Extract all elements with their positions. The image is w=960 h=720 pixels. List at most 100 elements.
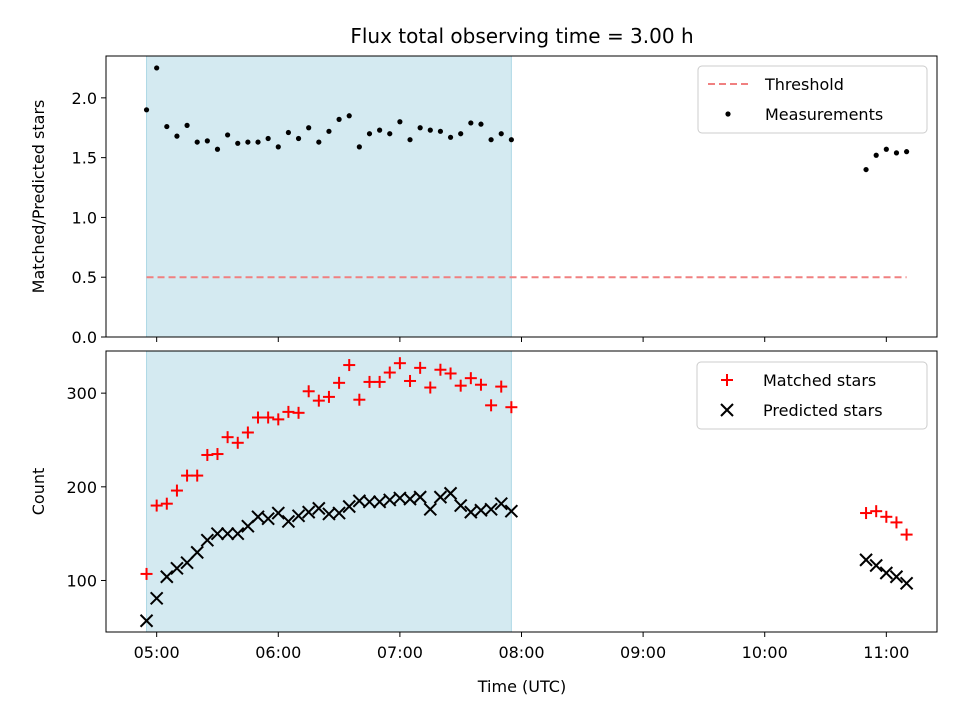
predicted-star-point xyxy=(484,502,498,517)
measurement-point xyxy=(225,132,231,138)
chart-title: Flux total observing time = 3.00 h xyxy=(350,24,693,48)
count-legend: Matched stars Predicted stars xyxy=(696,361,928,430)
predicted-star-point xyxy=(504,504,519,518)
measurement-point xyxy=(275,144,281,150)
predicted-star-point xyxy=(220,526,235,541)
measurement-point xyxy=(468,120,474,126)
predicted-star-point xyxy=(200,533,215,547)
count-x-tick-label: 05:00 xyxy=(134,643,180,662)
matched-star-point xyxy=(231,436,244,449)
matched-star-point xyxy=(241,426,254,439)
measurement-point xyxy=(346,113,352,119)
ratio-y-axis-label: Matched/Predicted stars xyxy=(29,100,48,294)
legend-threshold-label: Threshold xyxy=(764,75,844,94)
matched-star-point xyxy=(505,401,518,414)
measurement-point xyxy=(174,133,180,139)
matched-star-point xyxy=(454,379,467,392)
legend-matched-label: Matched stars xyxy=(763,371,876,390)
ratio-y-tick-label: 2.0 xyxy=(72,89,97,108)
predicted-star-point xyxy=(362,495,377,509)
x-axis-label: Time (UTC) xyxy=(477,677,566,696)
measurement-point xyxy=(214,146,221,152)
predicted-star-point xyxy=(271,506,285,520)
measurement-point xyxy=(458,131,464,137)
measurement-point xyxy=(245,139,251,145)
legend-predicted-label: Predicted stars xyxy=(763,401,883,420)
legend-matched-swatch xyxy=(721,374,733,386)
legend-measurements-swatch xyxy=(725,111,731,117)
measurement-point xyxy=(377,127,383,133)
predicted-star-point xyxy=(413,490,427,504)
measurement-point xyxy=(184,122,190,128)
predicted-star-point xyxy=(383,493,397,507)
measurement-point xyxy=(508,137,514,143)
matched-star-point xyxy=(860,507,873,520)
matched-star-point xyxy=(211,448,224,461)
matched-star-point xyxy=(160,497,173,510)
measurement-point xyxy=(164,123,170,130)
measurement-point xyxy=(265,135,271,142)
count-y-tick-label: 200 xyxy=(66,478,97,497)
ratio-panel: 0.00.51.01.52.0 Matched/Predicted stars … xyxy=(29,55,938,347)
measurement-point xyxy=(478,121,484,127)
measurement-point xyxy=(143,107,150,113)
matched-star-point xyxy=(191,469,204,482)
count-y-axis-label: Count xyxy=(29,468,48,516)
measurement-point xyxy=(417,125,423,131)
matched-star-point xyxy=(333,376,346,389)
measurement-point xyxy=(437,128,444,134)
matched-star-point xyxy=(485,399,498,412)
matched-star-point xyxy=(343,359,356,372)
measurement-point xyxy=(498,131,504,137)
measurement-point xyxy=(194,139,200,145)
measurement-point xyxy=(447,134,454,140)
matched-star-point xyxy=(424,381,437,394)
measurement-point xyxy=(235,140,241,146)
predicted-star-point xyxy=(443,486,458,501)
predicted-star-point xyxy=(889,570,904,584)
count-y-tick-label: 100 xyxy=(66,571,97,590)
matched-star-point xyxy=(201,448,214,461)
matched-star-point xyxy=(373,375,386,388)
ratio-shaded-region xyxy=(146,55,512,338)
measurement-point xyxy=(893,150,900,156)
ratio-plot-frame xyxy=(105,55,938,338)
measurement-point xyxy=(255,139,261,145)
measurement-point xyxy=(316,139,322,145)
measurement-point xyxy=(366,131,373,137)
matched-star-point xyxy=(880,510,893,523)
measurement-point xyxy=(873,152,879,158)
predicted-star-point xyxy=(342,499,356,514)
predicted-star-point xyxy=(160,570,174,584)
measurement-point xyxy=(285,129,292,136)
matched-star-point xyxy=(322,390,335,403)
matched-star-point xyxy=(474,378,487,391)
measurement-point xyxy=(427,127,433,133)
predicted-star-point xyxy=(869,558,883,573)
matched-star-point xyxy=(292,406,305,419)
predicted-star-point xyxy=(312,501,326,516)
predicted-star-point xyxy=(494,496,508,511)
measurement-point xyxy=(306,125,312,131)
count-x-tick-label: 09:00 xyxy=(620,643,666,662)
measurement-point xyxy=(488,137,494,143)
matched-star-point xyxy=(890,516,903,529)
matched-star-point xyxy=(282,405,295,418)
matched-star-point xyxy=(150,499,163,512)
matched-star-point xyxy=(353,393,366,406)
matched-star-point xyxy=(414,361,427,374)
predicted-star-point xyxy=(403,492,417,506)
predicted-star-point xyxy=(433,490,448,504)
predicted-star-point xyxy=(859,553,873,567)
ratio-y-tick-label: 1.5 xyxy=(72,149,97,168)
measurement-point xyxy=(387,131,393,137)
measurement-point xyxy=(903,149,910,155)
predicted-star-point xyxy=(251,510,265,524)
count-x-tick-label: 10:00 xyxy=(742,643,788,662)
predicted-star-point xyxy=(261,511,275,526)
predicted-star-point xyxy=(332,506,346,520)
matched-star-point xyxy=(404,374,417,387)
matched-star-point xyxy=(262,411,275,424)
matched-star-point xyxy=(393,357,406,370)
